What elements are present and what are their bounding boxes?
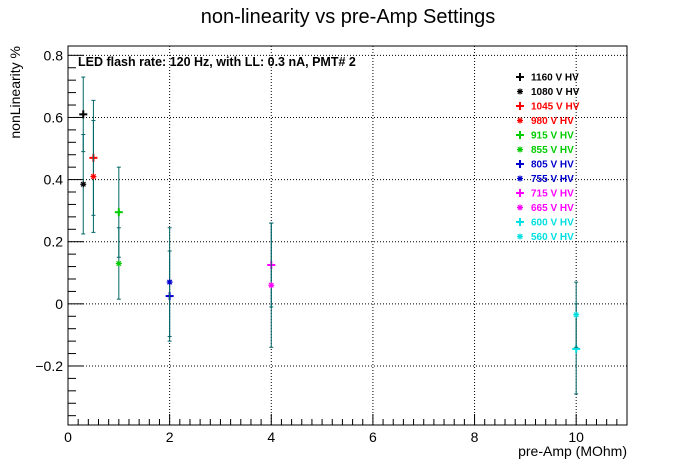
y-tick-label: 0.2 — [44, 234, 64, 250]
legend-entry-label: 805 V HV — [531, 160, 574, 171]
legend-entry-label: 1080 V HV — [531, 87, 580, 98]
y-tick-label: 0.6 — [44, 109, 64, 125]
x-tick-label: 10 — [568, 429, 584, 445]
x-tick-label: 2 — [166, 429, 174, 445]
x-tick-label: 4 — [267, 429, 275, 445]
legend-entry-label: 915 V HV — [531, 131, 574, 142]
legend-marker — [516, 102, 524, 110]
data-point — [166, 279, 173, 286]
data-point — [90, 173, 97, 180]
data-point — [115, 260, 122, 267]
legend-marker — [517, 204, 523, 211]
x-tick-label: 0 — [64, 429, 72, 445]
legend-marker — [516, 160, 524, 168]
y-tick-label: 0 — [55, 296, 63, 312]
legend-entry-label: 980 V HV — [531, 116, 574, 127]
data-points — [79, 76, 581, 395]
y-tick-label: 0.4 — [44, 172, 64, 188]
legend-marker — [517, 146, 523, 153]
data-point — [80, 181, 87, 188]
axes: 0 2 4 6 8 10 −0.2 0 0.2 0.4 0.6 0.8 — [35, 47, 628, 445]
legend-marker — [517, 175, 523, 182]
x-tick-label: 8 — [471, 429, 479, 445]
data-point — [268, 282, 275, 289]
legend-entry-label: 665 V HV — [531, 203, 574, 214]
legend-entry-label: 755 V HV — [531, 174, 574, 185]
y-tick-label: 0.8 — [44, 47, 64, 63]
legend-marker — [517, 88, 523, 95]
chart-annotation: LED flash rate: 120 Hz, with LL: 0.3 nA,… — [78, 55, 356, 69]
legend-entry-label: 1160 V HV — [531, 73, 579, 84]
legend-entry-label: 855 V HV — [531, 145, 574, 156]
legend-marker — [516, 73, 524, 81]
legend-marker — [516, 218, 524, 226]
data-point — [79, 110, 88, 119]
y-tick-label: −0.2 — [35, 358, 63, 374]
legend-marker — [517, 233, 523, 240]
data-point — [114, 208, 123, 217]
grid — [67, 46, 627, 425]
legend-entry-label: 600 V HV — [531, 218, 574, 229]
legend-marker — [516, 189, 524, 197]
x-tick-label: 6 — [369, 429, 377, 445]
legend-marker — [517, 117, 523, 124]
legend: 1160 V HV 1080 V HV 1045 V HV 980 V HV 915 V… — [516, 73, 580, 243]
legend-entry-label: 1045 V HV — [531, 102, 580, 113]
legend-entry-label: 560 V HV — [531, 232, 574, 243]
y-axis-label: nonLinearity % — [7, 46, 23, 139]
x-axis-label: pre-Amp (MOhm) — [518, 443, 627, 459]
chart-title: non-linearity vs pre-Amp Settings — [201, 6, 496, 28]
legend-entry-label: 715 V HV — [531, 189, 574, 200]
legend-marker — [516, 131, 524, 139]
data-point — [573, 311, 580, 318]
